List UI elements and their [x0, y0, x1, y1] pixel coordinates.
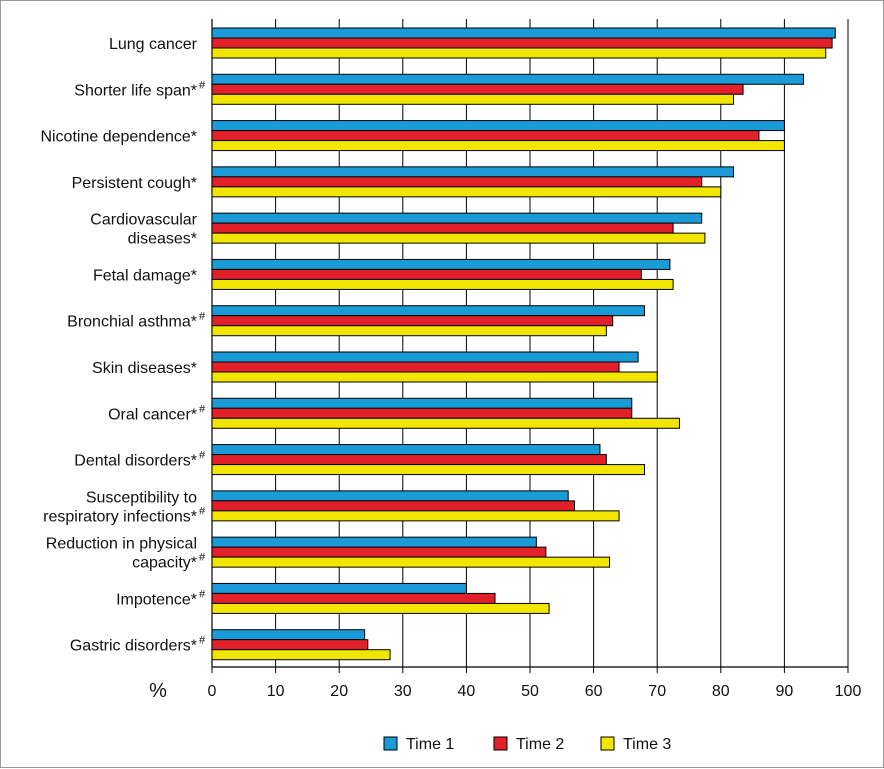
bar-time-1	[211, 629, 366, 641]
legend-swatch	[383, 736, 398, 751]
legend-swatch	[600, 736, 615, 751]
bar-time-1	[211, 166, 735, 178]
bar-time-3	[211, 649, 391, 661]
category-label: Nicotine dependence*	[40, 129, 197, 146]
category-label: Oral cancer*	[108, 406, 197, 423]
category-label: Gastric disorders*	[70, 638, 197, 655]
category-label: capacity*	[132, 555, 197, 572]
bar-time-3	[211, 232, 706, 244]
bar-time-3	[211, 417, 680, 429]
category-label-superscript: #	[199, 450, 206, 462]
category-label: Susceptibility to	[86, 489, 197, 506]
bar-time-3	[211, 186, 722, 198]
bar-time-2	[211, 500, 576, 512]
bar-time-2	[211, 268, 642, 280]
bar-time-2	[211, 639, 369, 651]
bar-time-2	[211, 222, 674, 234]
bars-group	[211, 27, 836, 661]
category-label: diseases*	[128, 231, 197, 248]
x-tick-label: 30	[394, 683, 412, 700]
x-tick-label: 80	[712, 683, 730, 700]
category-label-superscript: #	[199, 505, 206, 517]
bar-time-1	[211, 212, 703, 224]
bar-time-2	[211, 454, 607, 466]
category-label-superscript: #	[199, 311, 206, 323]
x-tick-label: 100	[835, 683, 862, 700]
category-label: Skin diseases*	[92, 360, 197, 377]
bar-time-3	[211, 93, 735, 105]
category-label-superscript: #	[199, 79, 206, 91]
category-label: Lung cancer	[109, 36, 198, 53]
x-tick-label: 0	[208, 683, 217, 700]
legend-swatch	[493, 736, 508, 751]
bar-time-1	[211, 27, 836, 39]
bar-time-1	[211, 490, 569, 502]
bar-time-2	[211, 592, 496, 604]
bar-time-1	[211, 351, 639, 363]
legend: Time 1 Time 2 Time 3	[383, 736, 671, 753]
bar-time-2	[211, 130, 760, 142]
category-label: Impotence*	[116, 591, 197, 608]
bar-time-3	[211, 278, 674, 290]
bar-time-2	[211, 361, 620, 373]
x-tick-label: 60	[585, 683, 603, 700]
grid-lines	[211, 19, 849, 668]
category-label-superscript: #	[199, 403, 206, 415]
category-label: Shorter life span*	[74, 82, 197, 99]
category-label: Reduction in physical	[46, 536, 197, 553]
bar-time-2	[211, 176, 703, 188]
bar-time-2	[211, 407, 633, 419]
bar-time-3	[211, 371, 658, 383]
category-label: Fetal damage*	[93, 267, 197, 284]
x-tick-label: 70	[648, 683, 666, 700]
bar-time-1	[211, 536, 537, 548]
bar-time-2	[211, 315, 614, 327]
x-tick-label: 90	[776, 683, 794, 700]
bar-time-1	[211, 305, 645, 317]
bar-time-1	[211, 582, 467, 594]
bar-time-3	[211, 47, 827, 59]
bar-time-2	[211, 546, 547, 558]
bar-time-1	[211, 120, 785, 132]
bar-time-1	[211, 73, 804, 85]
x-axis-label: %	[149, 680, 167, 702]
category-label: Dental disorders*	[74, 453, 197, 470]
bar-time-2	[211, 37, 833, 49]
category-label: Persistent cough*	[72, 175, 197, 192]
bar-time-2	[211, 83, 744, 95]
bar-time-3	[211, 602, 550, 614]
bar-time-1	[211, 258, 671, 270]
bar-time-3	[211, 140, 785, 152]
category-label-superscript: #	[199, 635, 206, 647]
category-label: Cardiovascular	[90, 212, 197, 229]
legend-label: Time 3	[623, 736, 671, 753]
bar-time-1	[211, 444, 601, 456]
category-label: Bronchial asthma*	[67, 314, 197, 331]
x-tick-label: 40	[458, 683, 476, 700]
category-label-superscript: #	[199, 552, 206, 564]
x-axis: 0 10 20 30 40 50 60 70 80 90 100%	[149, 667, 861, 702]
bar-time-3	[211, 325, 607, 337]
x-tick-label: 20	[330, 683, 348, 700]
bar-time-3	[211, 464, 645, 476]
bar-time-3	[211, 510, 620, 522]
legend-label: Time 2	[516, 736, 564, 753]
x-tick-label: 50	[521, 683, 539, 700]
x-tick-label: 10	[267, 683, 285, 700]
category-label: respiratory infections*	[43, 508, 197, 525]
bar-time-1	[211, 397, 633, 409]
legend-label: Time 1	[406, 736, 454, 753]
category-label-superscript: #	[199, 588, 206, 600]
bar-time-3	[211, 556, 610, 568]
